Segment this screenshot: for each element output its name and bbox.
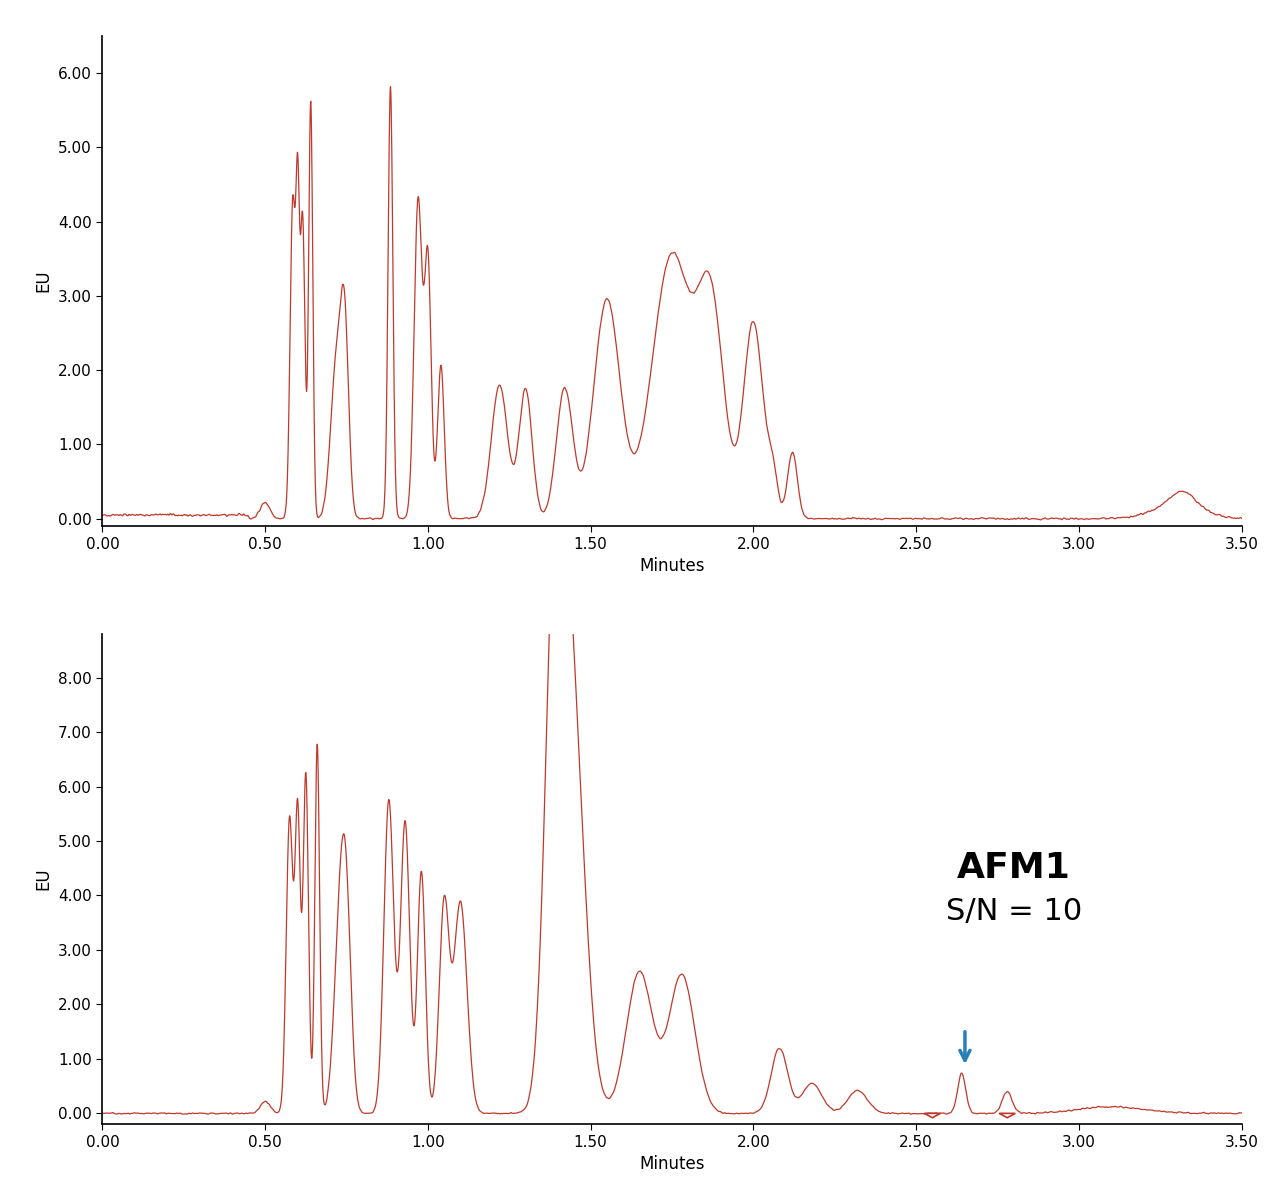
Y-axis label: EU: EU <box>35 868 52 891</box>
Text: AFM1: AFM1 <box>957 852 1070 885</box>
Text: S/N = 10: S/N = 10 <box>946 897 1082 926</box>
Y-axis label: EU: EU <box>35 269 52 292</box>
X-axis label: Minutes: Minutes <box>639 557 705 575</box>
X-axis label: Minutes: Minutes <box>639 1155 705 1173</box>
